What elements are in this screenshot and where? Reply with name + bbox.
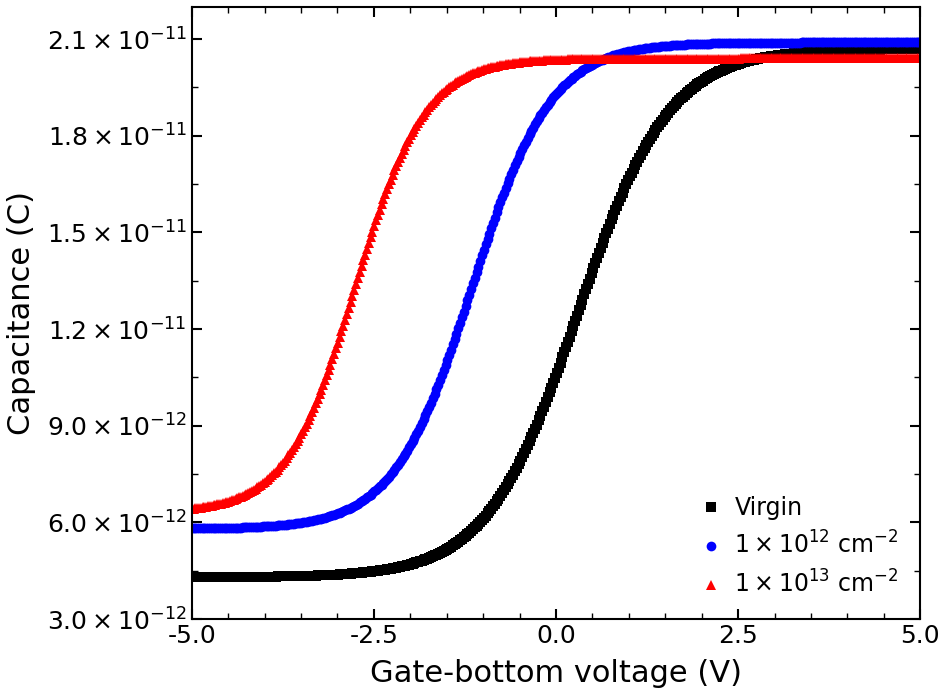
Virgin [423,554,435,562]
Virgin [644,135,655,143]
$1\times10^{12}$ cm$^{-2}$ [712,39,724,47]
Virgin [716,67,727,75]
$1\times10^{12}$ cm$^{-2}$ [915,38,926,47]
$1\times10^{12}$ cm$^{-2}$ [474,257,486,265]
Virgin [915,45,926,54]
Line: Virgin: Virgin [188,44,925,582]
Virgin [186,573,197,581]
Virgin [474,518,486,526]
Legend: Virgin, $1\times10^{12}$ cm$^{-2}$, $1\times10^{13}$ cm$^{-2}$: Virgin, $1\times10^{12}$ cm$^{-2}$, $1\t… [692,486,908,607]
$1\times10^{12}$ cm$^{-2}$ [274,521,285,530]
$1\times10^{13}$ cm$^{-2}$ [186,505,197,513]
Y-axis label: Capacitance (C): Capacitance (C) [7,191,36,435]
$1\times10^{13}$ cm$^{-2}$ [716,54,727,63]
$1\times10^{13}$ cm$^{-2}$ [644,54,655,63]
$1\times10^{13}$ cm$^{-2}$ [915,54,926,63]
$1\times10^{13}$ cm$^{-2}$ [423,103,435,111]
Virgin [274,572,285,580]
$1\times10^{12}$ cm$^{-2}$ [644,44,655,52]
$1\times10^{12}$ cm$^{-2}$ [186,524,197,532]
Virgin [712,68,724,76]
$1\times10^{12}$ cm$^{-2}$ [423,402,435,411]
$1\times10^{12}$ cm$^{-2}$ [716,39,727,47]
$1\times10^{13}$ cm$^{-2}$ [712,54,724,63]
X-axis label: Gate-bottom voltage (V): Gate-bottom voltage (V) [370,659,742,688]
Line: $1\times10^{12}$ cm$^{-2}$: $1\times10^{12}$ cm$^{-2}$ [187,38,925,533]
$1\times10^{13}$ cm$^{-2}$ [474,67,486,75]
Line: $1\times10^{13}$ cm$^{-2}$: $1\times10^{13}$ cm$^{-2}$ [187,54,925,514]
$1\times10^{13}$ cm$^{-2}$ [274,464,285,472]
